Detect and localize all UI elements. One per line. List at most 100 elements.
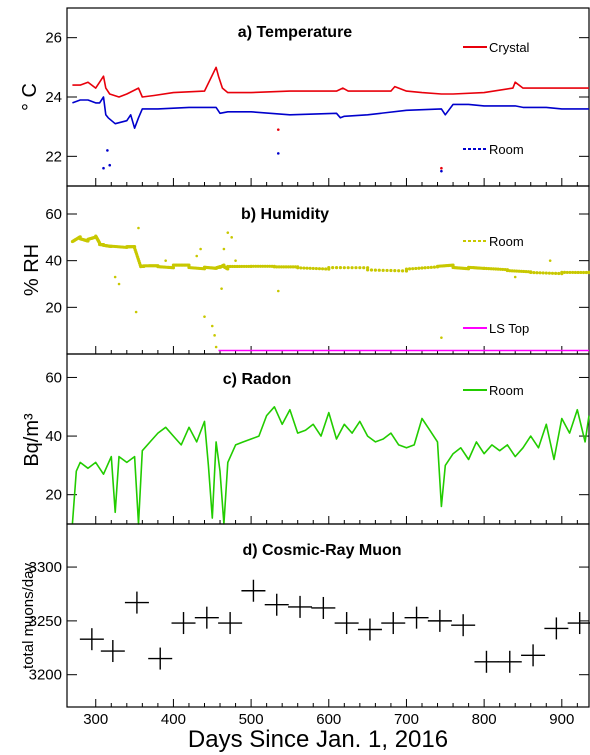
data-point-humidity-room [362,266,366,270]
data-point-humidity-room [451,263,455,267]
outlier-point [203,315,206,318]
legend-label-humidity: Room [489,234,524,249]
data-point-humidity-room [397,269,401,273]
data-point-humidity-room [414,266,418,271]
data-point-humidity-room [230,264,235,269]
y-tick-label: 3250 [29,613,62,630]
data-point-humidity-room [334,266,339,270]
panel-temperature: a) Temperature ° C 22 24 26 Crystal Room [19,7,590,187]
data-point-humidity-room [265,264,270,268]
data-point-humidity-room [314,266,318,271]
data-point-humidity-room [284,265,288,269]
y-tick-label: 20 [45,299,62,316]
outlier-point [214,345,218,349]
data-point-humidity-room [404,267,409,271]
x-tick-label: 900 [549,711,574,728]
outlier-point [164,259,167,262]
data-point-humidity-room [331,266,335,270]
data-point-humidity-room [254,264,258,268]
data-point-humidity-room [233,264,237,269]
panel-radon: c) Radon Bq/m³ 20 40 60 Room [21,353,590,525]
y-tick-label: 3300 [29,559,62,576]
data-point-humidity-room [491,267,496,271]
panel-humidity: b) Humidity % RH 20 40 60 Room LS Top [21,185,590,355]
data-point-humidity-room [565,270,569,275]
data-point-humidity-room [282,265,286,269]
outlier-point [226,231,230,234]
data-point-humidity-room [576,270,580,275]
data-point-humidity-room [562,270,567,275]
data-point-humidity-room [505,268,510,273]
data-point-humidity-room [286,265,290,269]
outlier-point [117,282,121,286]
x-tick-label: 300 [83,711,108,728]
outlier-point [134,310,138,314]
panel-radon-ylabel: Bq/m³ [21,413,43,467]
data-point-humidity-room [350,266,354,270]
data-point-humidity-room [393,269,397,273]
outlier-point [210,324,214,328]
outlier-point [440,169,443,173]
outlier-point [199,247,202,251]
data-point-humidity-room [541,271,545,275]
data-point-humidity-room [171,266,176,270]
data-point-humidity-room [385,268,389,273]
outlier-point [440,336,443,339]
y-tick-label: 22 [45,148,62,165]
data-point-humidity-room [524,269,528,274]
data-point-humidity-room [308,266,312,270]
panel-humidity-title: b) Humidity [241,206,329,223]
data-point-humidity-room [423,266,427,270]
outlier-point [106,149,109,152]
outlier-point [276,152,280,155]
data-point-humidity-room [501,267,505,272]
data-point-humidity-room [299,266,303,270]
data-point-humidity-room [272,265,277,269]
data-point-humidity-room [373,268,377,272]
y-tick-label: 40 [45,428,62,445]
x-tick-label: 400 [161,711,186,728]
data-point-humidity-room [581,270,586,275]
y-tick-label: 20 [45,487,62,504]
x-tick-label: 600 [316,711,341,728]
data-point-humidity-room [249,264,253,268]
data-point-humidity-room [263,264,267,268]
data-point-humidity-room [258,264,263,268]
data-point-humidity-room [529,270,533,275]
y-tick-label: 3200 [29,667,62,684]
data-point-humidity-room [510,269,514,273]
data-point-humidity-room [377,268,381,272]
data-point-humidity-room [251,264,256,268]
data-point-humidity-room [327,266,331,270]
x-tick-label: 500 [239,711,264,728]
data-point-humidity-room [358,266,362,270]
data-point-humidity-room [508,269,512,273]
data-point-humidity-room [268,264,272,268]
y-tick-label: 40 [45,253,62,270]
data-point-humidity-room [187,263,191,267]
data-point-humidity-room [550,271,555,275]
data-point-humidity-room [354,266,358,270]
data-point-humidity-room [235,264,239,269]
data-point-humidity-room [305,266,309,270]
data-point-humidity-room [494,267,498,271]
data-point-humidity-room [560,270,564,274]
data-point-humidity-room [242,264,246,269]
x-axis-label: Days Since Jan. 1, 2016 [188,726,448,753]
outlier-point [137,226,140,230]
data-point-humidity-room [426,265,430,270]
data-point-humidity-room [496,267,500,271]
data-point-humidity-room [256,264,260,268]
outlier-point [108,163,112,167]
data-point-humidity-room [429,265,433,269]
data-point-humidity-room [346,266,350,270]
data-point-humidity-room [432,265,437,269]
data-point-humidity-room [400,269,405,273]
data-point-humidity-room [587,270,590,274]
outlier-point [234,259,237,262]
panel-muon: d) Cosmic-Ray Muon total muons/day Days … [20,523,590,753]
data-point-humidity-room [571,270,575,275]
data-point-humidity-room [277,265,281,269]
data-point-humidity-room [247,264,251,269]
